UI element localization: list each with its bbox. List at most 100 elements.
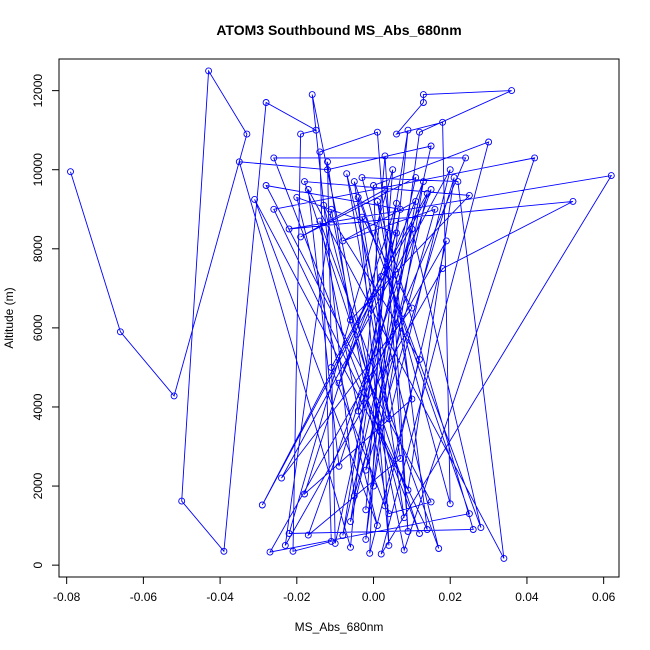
data-point <box>297 130 305 138</box>
x-axis-label: MS_Abs_680nm <box>295 620 384 634</box>
data-point <box>393 199 400 207</box>
data-point <box>320 201 328 209</box>
data-point <box>297 233 305 241</box>
data-point <box>301 490 308 498</box>
y-tick-label: 2000 <box>31 472 45 499</box>
data-point <box>381 186 389 193</box>
data-point <box>412 197 420 205</box>
data-point <box>362 535 370 543</box>
data-point <box>339 532 347 539</box>
data-point <box>412 174 420 182</box>
data-point <box>385 415 393 423</box>
data-point <box>435 545 443 552</box>
data-point <box>354 193 362 201</box>
chart-title: ATOM3 Southbound MS_Abs_680nm <box>216 22 461 38</box>
data-point <box>251 195 259 203</box>
data-point <box>324 166 331 174</box>
data-point <box>377 550 385 558</box>
data-point <box>446 500 454 508</box>
data-point <box>270 205 278 213</box>
data-point <box>381 152 389 160</box>
data-point <box>385 510 393 518</box>
data-point <box>316 217 324 225</box>
data-point <box>347 543 354 551</box>
data-point <box>243 130 251 138</box>
data-point <box>419 99 427 106</box>
y-tick-label: 0 <box>31 561 45 568</box>
data-point <box>258 501 266 509</box>
data-point <box>454 178 462 186</box>
data-point <box>327 205 335 213</box>
data-point <box>262 182 270 189</box>
data-point <box>508 87 516 95</box>
y-tick-label: 8000 <box>31 235 45 262</box>
data-point <box>362 506 370 514</box>
data-point <box>366 549 374 557</box>
x-tick-label: -0.04 <box>206 590 234 604</box>
x-axis: -0.08 -0.06 -0.04 -0.02 0.00 0.02 0.04 0.06 <box>53 576 616 604</box>
data-point <box>400 546 408 554</box>
data-point <box>423 189 431 197</box>
data-point <box>419 178 427 186</box>
data-point <box>278 474 285 482</box>
data-point <box>416 530 423 537</box>
data-point <box>289 547 297 555</box>
data-point <box>312 126 320 134</box>
x-tick-label: 0.00 <box>362 590 386 604</box>
data-point <box>373 128 381 136</box>
y-tick-label: 12000 <box>31 74 45 108</box>
data-point <box>404 486 412 494</box>
data-point <box>569 197 577 205</box>
data-point <box>339 237 347 245</box>
data-point <box>350 492 358 500</box>
data-point <box>431 205 439 213</box>
data-point <box>304 531 312 539</box>
data-point <box>404 528 412 535</box>
data-point <box>281 541 289 549</box>
data-point <box>607 172 615 180</box>
x-tick-label: -0.02 <box>283 590 311 604</box>
data-point <box>327 537 335 545</box>
data-point <box>285 225 293 233</box>
y-axis-label: Altitude (m) <box>2 287 16 348</box>
data-point <box>377 273 385 280</box>
data-point <box>439 265 447 273</box>
data-point <box>462 154 470 162</box>
data-point <box>301 178 308 186</box>
data-series-line <box>70 69 613 559</box>
data-point <box>373 197 381 205</box>
data-point <box>465 510 473 518</box>
data-point <box>381 502 389 510</box>
data-point <box>419 91 427 99</box>
data-point <box>370 482 377 490</box>
y-axis: 0 2000 4000 6000 8000 10000 12000 <box>31 74 60 568</box>
data-point <box>347 316 354 324</box>
data-point <box>423 526 431 533</box>
data-point <box>389 166 397 174</box>
x-tick-label: 0.06 <box>592 590 616 604</box>
data-point <box>427 498 435 506</box>
data-point <box>500 554 508 562</box>
data-point <box>408 304 416 312</box>
data-point <box>308 91 316 99</box>
x-tick-label: -0.08 <box>53 590 81 604</box>
data-point <box>408 225 416 233</box>
data-point <box>385 541 393 549</box>
data-point <box>477 524 485 532</box>
data-point <box>324 158 331 166</box>
data-point <box>416 128 423 136</box>
data-point <box>335 462 343 470</box>
data-point <box>178 497 186 505</box>
data-point <box>531 154 539 162</box>
x-tick-label: 0.02 <box>439 590 463 604</box>
data-point <box>266 548 274 556</box>
data-point <box>270 154 278 162</box>
x-tick-label: -0.06 <box>130 590 158 604</box>
data-point <box>262 99 270 106</box>
data-point <box>446 166 454 174</box>
data-point <box>358 174 366 182</box>
data-point <box>427 186 435 193</box>
series-polyline <box>70 69 613 559</box>
data-point <box>335 379 343 387</box>
